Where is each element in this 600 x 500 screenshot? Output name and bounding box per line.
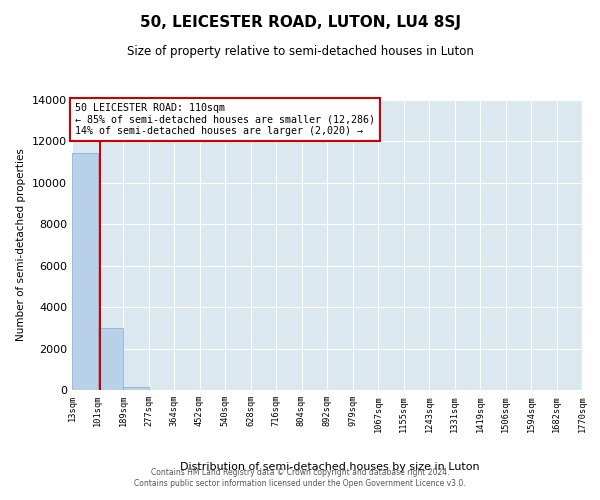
Bar xyxy=(72,153,97,390)
Text: 50 LEICESTER ROAD: 110sqm
← 85% of semi-detached houses are smaller (12,286)
14%: 50 LEICESTER ROAD: 110sqm ← 85% of semi-… xyxy=(74,103,374,136)
Bar xyxy=(123,387,149,390)
Text: Distribution of semi-detached houses by size in Luton: Distribution of semi-detached houses by … xyxy=(180,462,480,472)
Text: Contains HM Land Registry data © Crown copyright and database right 2024.
Contai: Contains HM Land Registry data © Crown c… xyxy=(134,468,466,487)
Bar xyxy=(97,328,123,390)
Text: Size of property relative to semi-detached houses in Luton: Size of property relative to semi-detach… xyxy=(127,45,473,58)
Y-axis label: Number of semi-detached properties: Number of semi-detached properties xyxy=(16,148,26,342)
Text: 50, LEICESTER ROAD, LUTON, LU4 8SJ: 50, LEICESTER ROAD, LUTON, LU4 8SJ xyxy=(139,15,461,30)
